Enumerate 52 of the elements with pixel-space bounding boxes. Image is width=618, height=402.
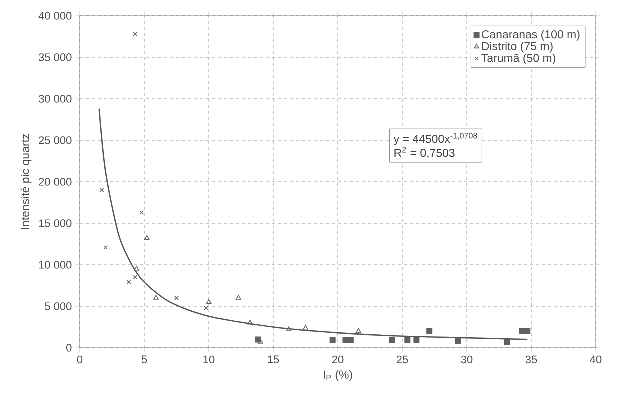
- x-axis-title: I$_{P}$ (%): [324, 370, 352, 382]
- point: [389, 338, 396, 344]
- point: [204, 306, 209, 310]
- legend-label: Canaranas (100 m): [482, 30, 580, 41]
- x-tick-label: 35: [526, 356, 538, 364]
- point: [133, 32, 138, 36]
- point: [140, 210, 144, 215]
- x-tick-label: 40: [590, 356, 602, 364]
- point: [404, 338, 411, 344]
- y-tick-label: 10 000: [39, 261, 72, 269]
- point: [330, 338, 336, 344]
- y-tick-label: 40 000: [38, 12, 72, 20]
- y-tick-label: 5 000: [45, 302, 72, 310]
- point: [414, 338, 420, 344]
- point: [248, 320, 253, 325]
- annotation: y = 44500x$^{-1,0708}$: [394, 133, 478, 146]
- x-tick-label: 15: [268, 356, 280, 364]
- point: [426, 328, 433, 334]
- point: [255, 336, 262, 343]
- x-tick-label: 30: [461, 356, 473, 364]
- point: [100, 188, 104, 193]
- y-tick-label: 20 000: [39, 178, 72, 186]
- point: [524, 328, 531, 334]
- x-tick-label: 0: [77, 356, 83, 364]
- point: [134, 266, 140, 271]
- point: [454, 338, 461, 344]
- x-tick-label: 20: [332, 356, 344, 364]
- point: [236, 295, 242, 300]
- point: [126, 280, 132, 285]
- y-tick-label: 30 000: [38, 95, 72, 103]
- point: [206, 299, 212, 304]
- x-tick-label: 10: [204, 356, 215, 364]
- y-tick-label: 25 000: [39, 136, 72, 144]
- annotation: R$^{2}$ = 0,7503: [394, 147, 455, 159]
- y-tick-label: 15 000: [39, 220, 72, 228]
- y-axis-title: Intensité pic quartz: [20, 134, 32, 230]
- point: [133, 275, 138, 280]
- point: [144, 235, 150, 240]
- point: [504, 339, 510, 346]
- x-tick-label: 25: [396, 356, 408, 364]
- point: [258, 339, 264, 344]
- legend-label: Distrito (75 m): [482, 42, 553, 53]
- y-tick-label: 35 000: [38, 54, 72, 62]
- point: [174, 296, 179, 300]
- point: [303, 325, 308, 330]
- point: [104, 245, 108, 250]
- y-tick-label: 0: [66, 344, 72, 352]
- x-tick-label: 5: [142, 356, 148, 364]
- legend-label: Tarumã (50 m): [482, 54, 556, 65]
- point: [286, 326, 292, 332]
- point: [153, 295, 159, 300]
- point: [356, 328, 362, 334]
